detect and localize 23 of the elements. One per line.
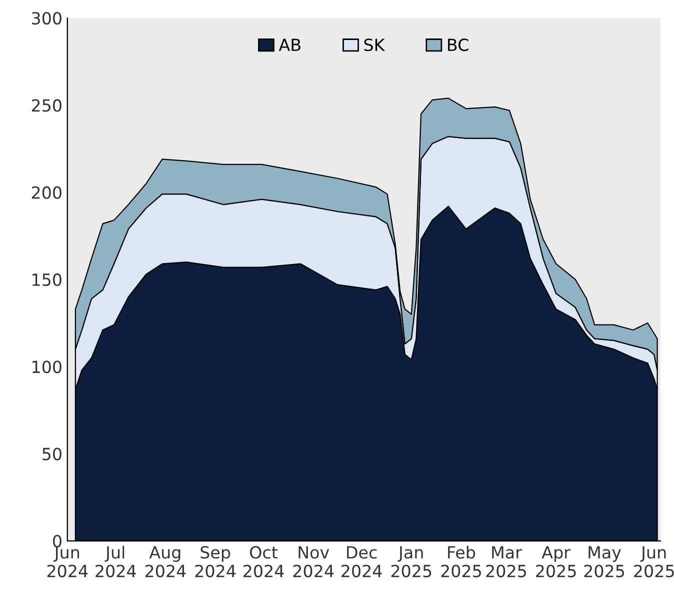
x-tick-label: Jul 2024 [96, 546, 136, 578]
y-tick-label: 150 [32, 273, 62, 286]
y-tick-label: 50 [42, 448, 62, 460]
x-tick-label: May 2025 [584, 546, 624, 578]
y-tick-label: 100 [32, 360, 62, 374]
legend-label: AB [278, 38, 300, 51]
y-tick-label: 300 [32, 12, 62, 25]
y-tick-label: 200 [32, 186, 62, 199]
x-tick-label: Jun 2024 [47, 546, 88, 578]
y-tick-label: 0 [53, 534, 62, 548]
y-tick-label: 250 [32, 99, 62, 112]
x-tick-label: Nov 2024 [293, 546, 334, 578]
x-tick-label: Oct 2024 [244, 546, 284, 578]
x-tick-label: Jan 2025 [391, 546, 432, 578]
x-tick-label: Feb 2025 [441, 546, 481, 578]
legend-label: BC [448, 38, 468, 52]
x-tick-label: Sep 2024 [195, 546, 236, 578]
x-tick-label: Mar 2025 [486, 546, 526, 578]
x-tick-label: Dec 2024 [342, 546, 382, 578]
x-tick-label: Jun 2025 [634, 546, 674, 578]
x-tick-label: Apr 2025 [536, 546, 576, 578]
x-tick-label: Aug 2024 [145, 546, 186, 578]
legend-label: SK [364, 38, 386, 52]
